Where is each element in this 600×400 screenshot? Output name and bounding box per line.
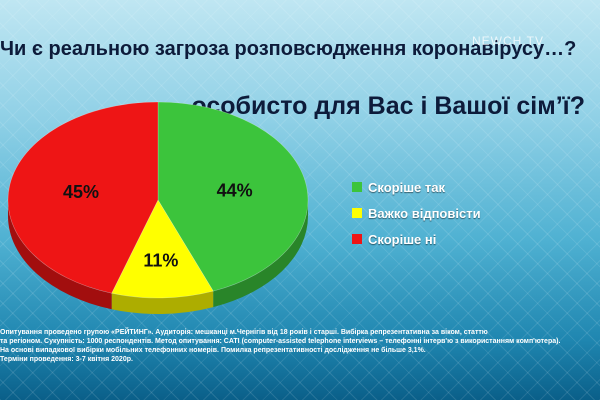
footer-line-3: На основі випадкової вибірки мобільних т…	[0, 347, 426, 354]
question-title: Чи є реальною загроза розповсюдження кор…	[0, 38, 577, 60]
legend-swatch-no	[352, 234, 362, 244]
survey-methodology-note: Опитування проведено групою «РЕЙТИНГ». А…	[0, 328, 600, 364]
footer-line-1: Опитування проведено групою «РЕЙТИНГ». А…	[0, 329, 488, 336]
pie-labels: 44% 11% 45%	[63, 180, 253, 270]
legend-item-yes: Скоріше так	[352, 174, 481, 200]
legend-swatch-hard-to-say	[352, 208, 362, 218]
question-subtitle: ... особисто для Вас і Вашої сім’ї?	[163, 92, 585, 120]
pie-side-yes	[213, 200, 308, 308]
pie-label-hard-to-say: 11%	[143, 251, 178, 271]
pie-slices	[7, 101, 309, 299]
pie-slice-hard-to-say	[111, 199, 214, 299]
pie-label-no: 45%	[63, 182, 99, 202]
legend-swatch-yes	[352, 182, 362, 192]
chart-legend: Скоріше так Важко відповісти Скоріше ні	[352, 174, 481, 252]
pie-side-no	[8, 200, 112, 310]
channel-watermark: NEWCH.TV	[472, 34, 544, 48]
pie-label-yes: 44%	[217, 180, 253, 200]
legend-label-hard-to-say: Важко відповісти	[368, 205, 481, 221]
legend-item-hard-to-say: Важко відповісти	[352, 200, 481, 226]
legend-label-yes: Скоріше так	[368, 179, 445, 195]
legend-label-no: Скоріше ні	[368, 231, 437, 247]
pie-depth	[8, 200, 308, 315]
pie-slice-no	[7, 101, 159, 294]
legend-item-no: Скоріше ні	[352, 226, 481, 252]
footer-line-4: Терміни проведення: 3-7 квітня 2020р.	[0, 356, 133, 363]
pie-side-hard-to-say	[111, 291, 214, 315]
footer-line-2: та регіоном. Сукупність: 1000 респондент…	[0, 338, 561, 345]
pie-slice-yes	[157, 101, 309, 292]
